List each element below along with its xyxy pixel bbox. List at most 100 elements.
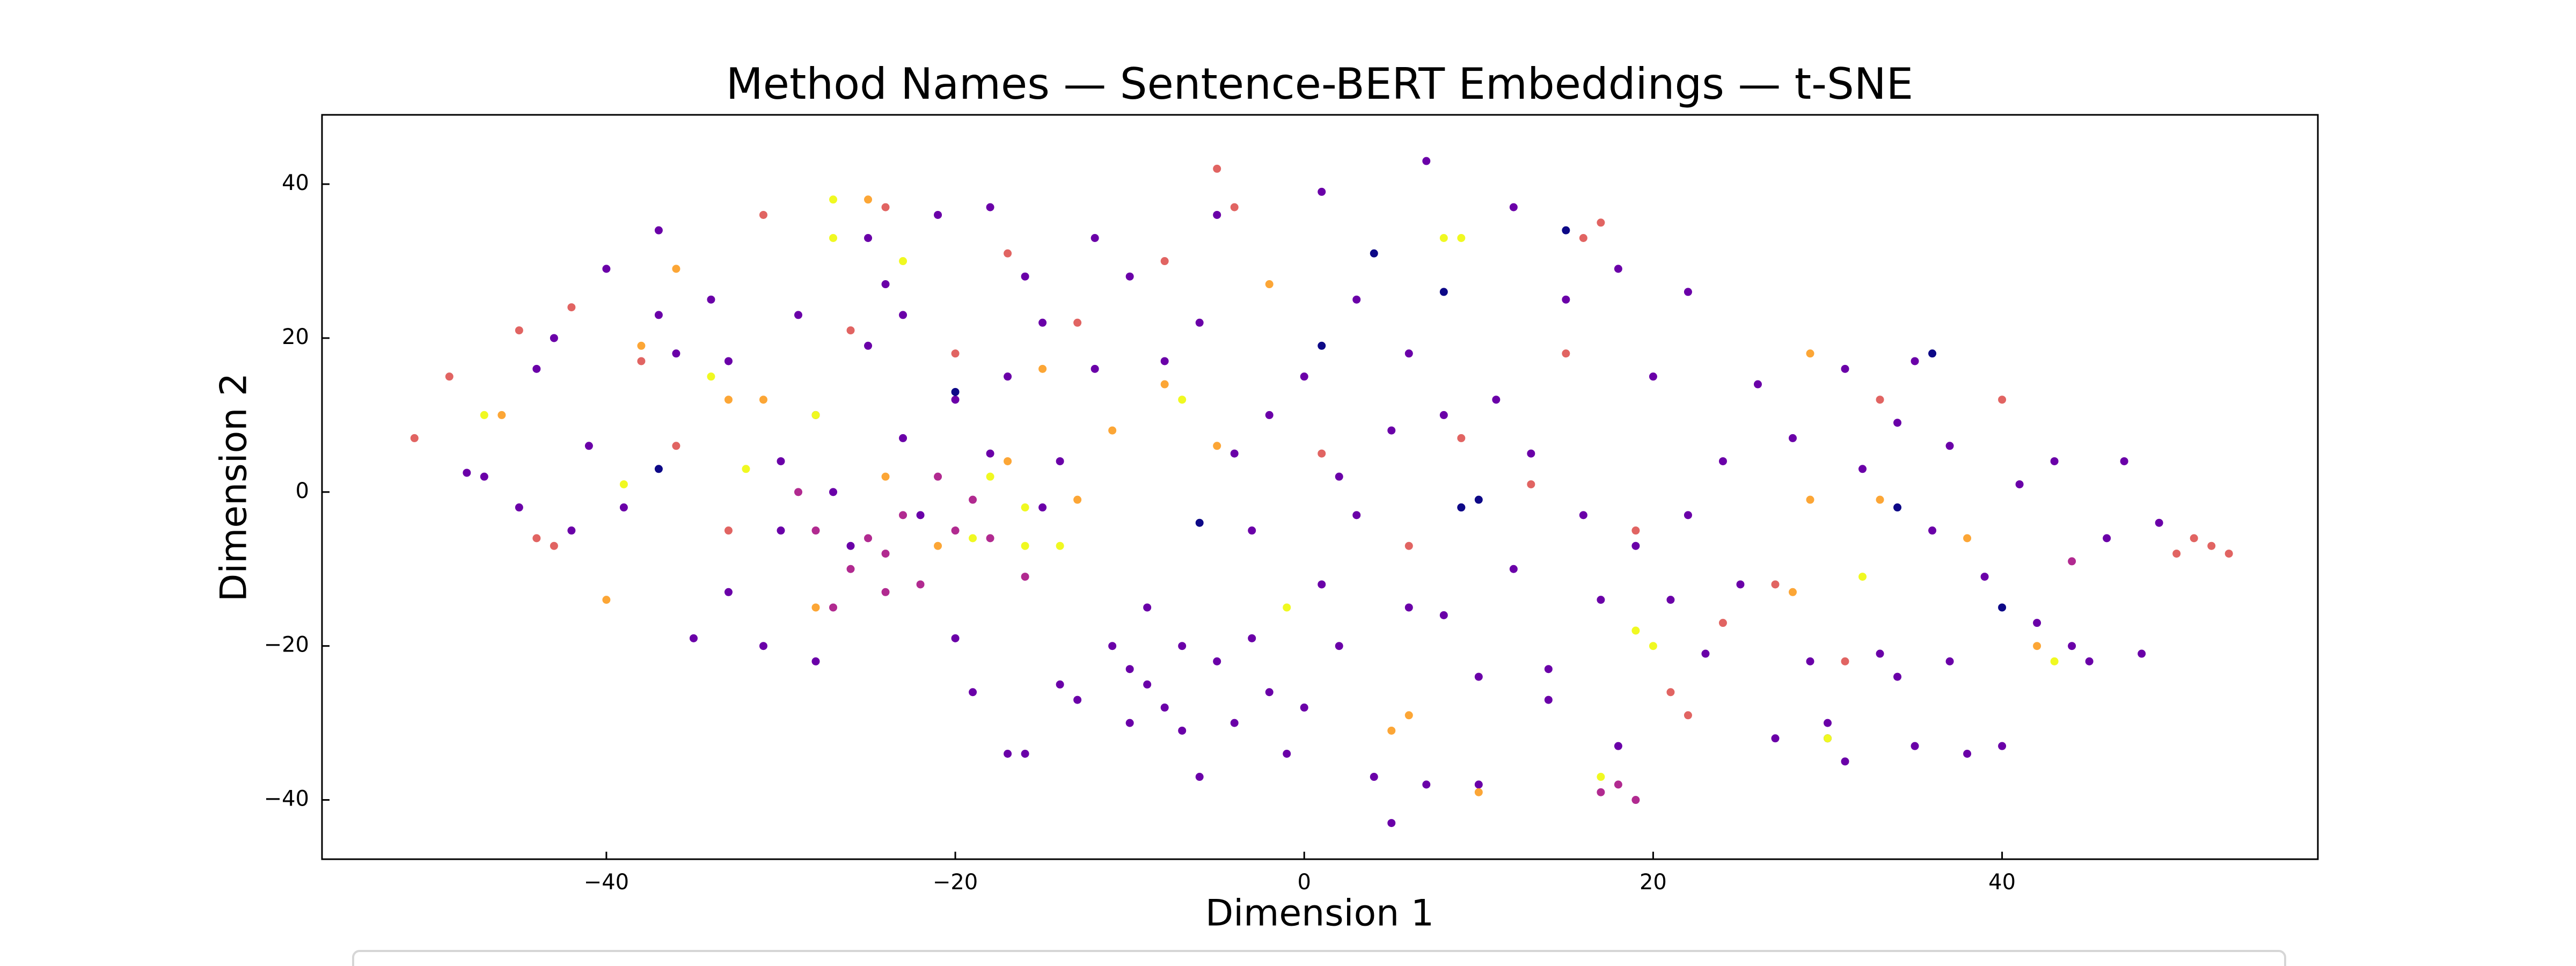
point xyxy=(532,364,541,373)
x-tick-label: −40 xyxy=(584,870,629,895)
point xyxy=(899,311,908,319)
point xyxy=(1230,449,1239,458)
point xyxy=(1335,642,1343,650)
point xyxy=(1004,372,1012,381)
point xyxy=(1248,634,1256,642)
point xyxy=(410,434,419,442)
point xyxy=(1998,396,2007,404)
point xyxy=(1335,472,1343,481)
point xyxy=(864,233,873,242)
point xyxy=(777,457,785,465)
point xyxy=(1195,773,1204,781)
point xyxy=(986,472,994,481)
point xyxy=(2068,557,2076,566)
point xyxy=(2224,550,2233,558)
point xyxy=(864,195,873,204)
point xyxy=(1457,233,1466,242)
point xyxy=(881,203,890,211)
point xyxy=(515,503,523,512)
point xyxy=(2085,657,2094,665)
point xyxy=(672,265,680,273)
point xyxy=(1492,396,1501,404)
point xyxy=(445,372,453,381)
point xyxy=(724,526,733,535)
point xyxy=(1213,164,1221,173)
point xyxy=(672,349,680,358)
point xyxy=(916,580,925,589)
point xyxy=(1753,380,1762,389)
point xyxy=(1474,780,1483,789)
point xyxy=(1474,788,1483,796)
point xyxy=(2207,541,2216,550)
point xyxy=(1195,318,1204,327)
point xyxy=(899,257,908,266)
x-tick-label: 20 xyxy=(1640,870,1667,895)
point xyxy=(1021,272,1029,281)
point xyxy=(1352,295,1361,304)
point xyxy=(567,303,576,312)
point xyxy=(602,596,611,604)
point xyxy=(550,334,558,342)
point xyxy=(1893,419,1902,427)
point xyxy=(515,326,523,335)
point xyxy=(1876,495,1884,504)
point xyxy=(881,588,890,596)
point xyxy=(864,341,873,350)
point xyxy=(1509,203,1518,211)
point xyxy=(1300,703,1308,712)
point xyxy=(1056,680,1064,689)
point xyxy=(1318,187,1326,196)
point xyxy=(619,503,628,512)
point xyxy=(1422,780,1431,789)
point xyxy=(742,465,750,473)
point xyxy=(1318,580,1326,589)
point xyxy=(1125,719,1134,727)
point xyxy=(1370,773,1378,781)
point xyxy=(1091,233,1099,242)
point xyxy=(759,642,767,650)
y-tick-label: 0 xyxy=(296,479,309,503)
point xyxy=(1195,518,1204,527)
point xyxy=(1771,734,1780,743)
point xyxy=(1928,349,1937,358)
point xyxy=(1073,696,1082,704)
point xyxy=(637,341,646,350)
point xyxy=(1614,265,1622,273)
point xyxy=(1841,364,1849,373)
point xyxy=(1963,534,1972,543)
point xyxy=(1265,688,1274,697)
point xyxy=(1404,711,1413,720)
point xyxy=(1806,657,1814,665)
point xyxy=(1911,742,1919,750)
point xyxy=(1562,295,1570,304)
point xyxy=(1876,649,1884,658)
point xyxy=(1056,541,1064,550)
point xyxy=(1457,434,1466,442)
point xyxy=(672,442,680,450)
point xyxy=(1108,642,1117,650)
point xyxy=(811,603,820,612)
point xyxy=(1474,495,1483,504)
point xyxy=(1038,318,1047,327)
point xyxy=(1318,449,1326,458)
point xyxy=(567,526,576,535)
point xyxy=(584,442,593,450)
point xyxy=(951,526,960,535)
point xyxy=(1178,396,1187,404)
point xyxy=(1597,788,1605,796)
point xyxy=(1893,672,1902,681)
point xyxy=(1824,719,1832,727)
point xyxy=(2138,649,2146,658)
point xyxy=(2050,657,2059,665)
point xyxy=(1300,372,1308,381)
point xyxy=(1283,603,1291,612)
point xyxy=(811,657,820,665)
point xyxy=(1597,596,1605,604)
point xyxy=(969,688,977,697)
point xyxy=(1579,511,1587,519)
point xyxy=(619,480,628,488)
point xyxy=(2015,480,2024,488)
point xyxy=(1457,503,1466,512)
point xyxy=(934,541,942,550)
point xyxy=(1387,726,1396,735)
